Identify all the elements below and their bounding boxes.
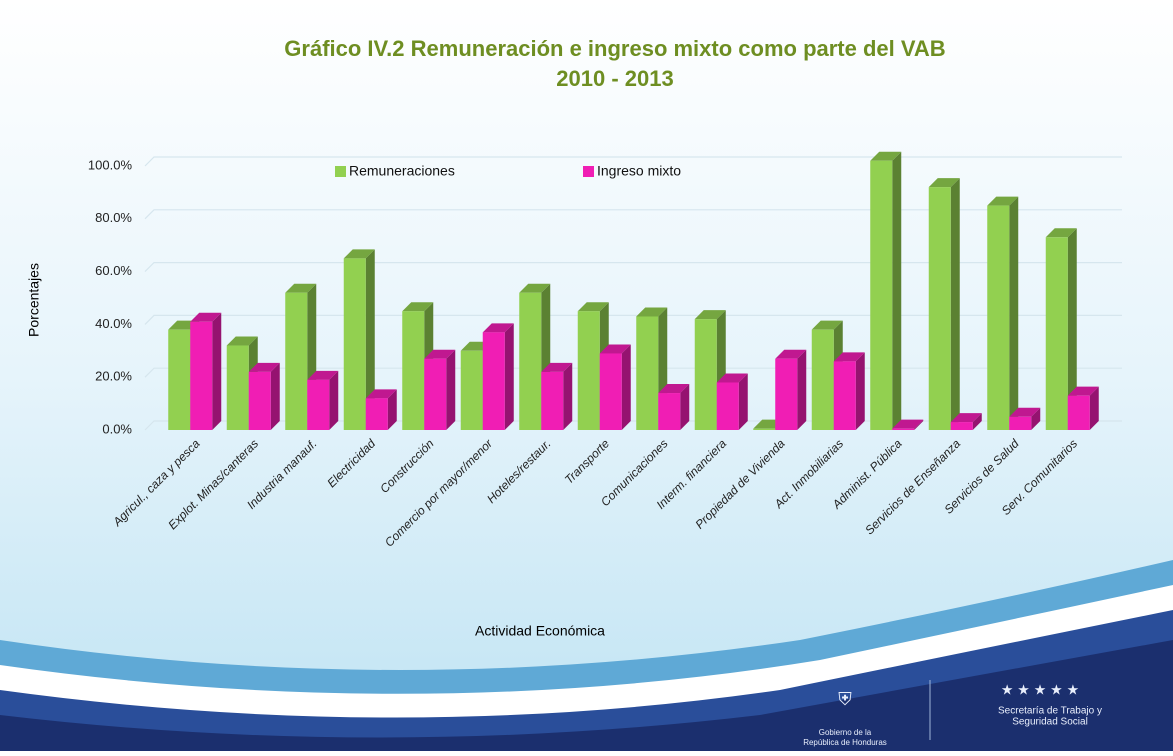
bar-side — [739, 373, 748, 430]
bar-side — [563, 363, 572, 430]
bar — [541, 372, 563, 430]
bar — [578, 311, 600, 430]
bar-side — [212, 313, 221, 430]
chart: ⛨ Gobierno de la República de Honduras ★… — [0, 0, 1173, 751]
bar — [1068, 396, 1090, 430]
bar-side — [892, 152, 901, 430]
bar — [812, 330, 834, 430]
bar — [870, 161, 892, 430]
y-tick-label: 20.0% — [95, 369, 132, 384]
bar — [600, 353, 622, 430]
bar — [424, 359, 446, 430]
bar — [636, 316, 658, 430]
legend-label: Remuneraciones — [349, 163, 455, 179]
bar — [717, 382, 739, 430]
footer-text: Gobierno de la — [819, 728, 872, 737]
bar — [168, 330, 190, 430]
bar — [366, 398, 388, 430]
bar — [987, 206, 1009, 430]
bar — [834, 361, 856, 430]
logo-stars: ★ ★ ★ ★ ★ — [1001, 682, 1079, 698]
bar — [1046, 237, 1068, 430]
bar — [402, 311, 424, 430]
y-tick-label: 100.0% — [88, 157, 133, 172]
legend-swatch — [583, 166, 594, 177]
bar — [1009, 417, 1031, 430]
legend-swatch — [335, 166, 346, 177]
page: {"chart_data": {"type": "bar3d", "title"… — [0, 0, 1173, 751]
bar — [285, 293, 307, 430]
bar — [483, 332, 505, 430]
bar — [519, 293, 541, 430]
bar — [307, 380, 329, 430]
bar — [190, 322, 212, 430]
bar — [775, 359, 797, 430]
y-tick-label: 80.0% — [95, 210, 132, 225]
bar — [929, 187, 951, 430]
y-tick-label: 0.0% — [102, 421, 132, 436]
y-tick-label: 60.0% — [95, 263, 132, 278]
bar-side — [1009, 197, 1018, 430]
bar — [461, 351, 483, 430]
bar — [753, 429, 775, 430]
y-axis-title: Porcentajes — [26, 263, 42, 337]
bar — [227, 346, 249, 430]
logo-icon: ⛨ — [838, 689, 852, 709]
y-tick-label: 40.0% — [95, 316, 132, 331]
bar — [344, 258, 366, 430]
bar-side — [271, 363, 280, 430]
footer-text: Seguridad Social — [1012, 717, 1088, 728]
bar-side — [856, 352, 865, 430]
bar — [695, 319, 717, 430]
legend-label: Ingreso mixto — [597, 163, 681, 179]
bar — [951, 422, 973, 430]
bar-side — [329, 371, 338, 430]
bar-side — [446, 350, 455, 430]
bar — [249, 372, 271, 430]
bar-side — [951, 178, 960, 430]
bar-side — [797, 350, 806, 430]
footer-text: República de Honduras — [803, 738, 887, 747]
footer-text: Secretaría de Trabajo y — [998, 706, 1102, 717]
bar — [892, 429, 914, 430]
bar-side — [622, 344, 631, 430]
chart-subtitle: 2010 - 2013 — [556, 66, 673, 91]
bar-side — [505, 323, 514, 430]
x-axis-title: Actividad Económica — [475, 623, 605, 639]
bar — [658, 393, 680, 430]
chart-title: Gráfico IV.2 Remuneración e ingreso mixt… — [284, 36, 945, 61]
